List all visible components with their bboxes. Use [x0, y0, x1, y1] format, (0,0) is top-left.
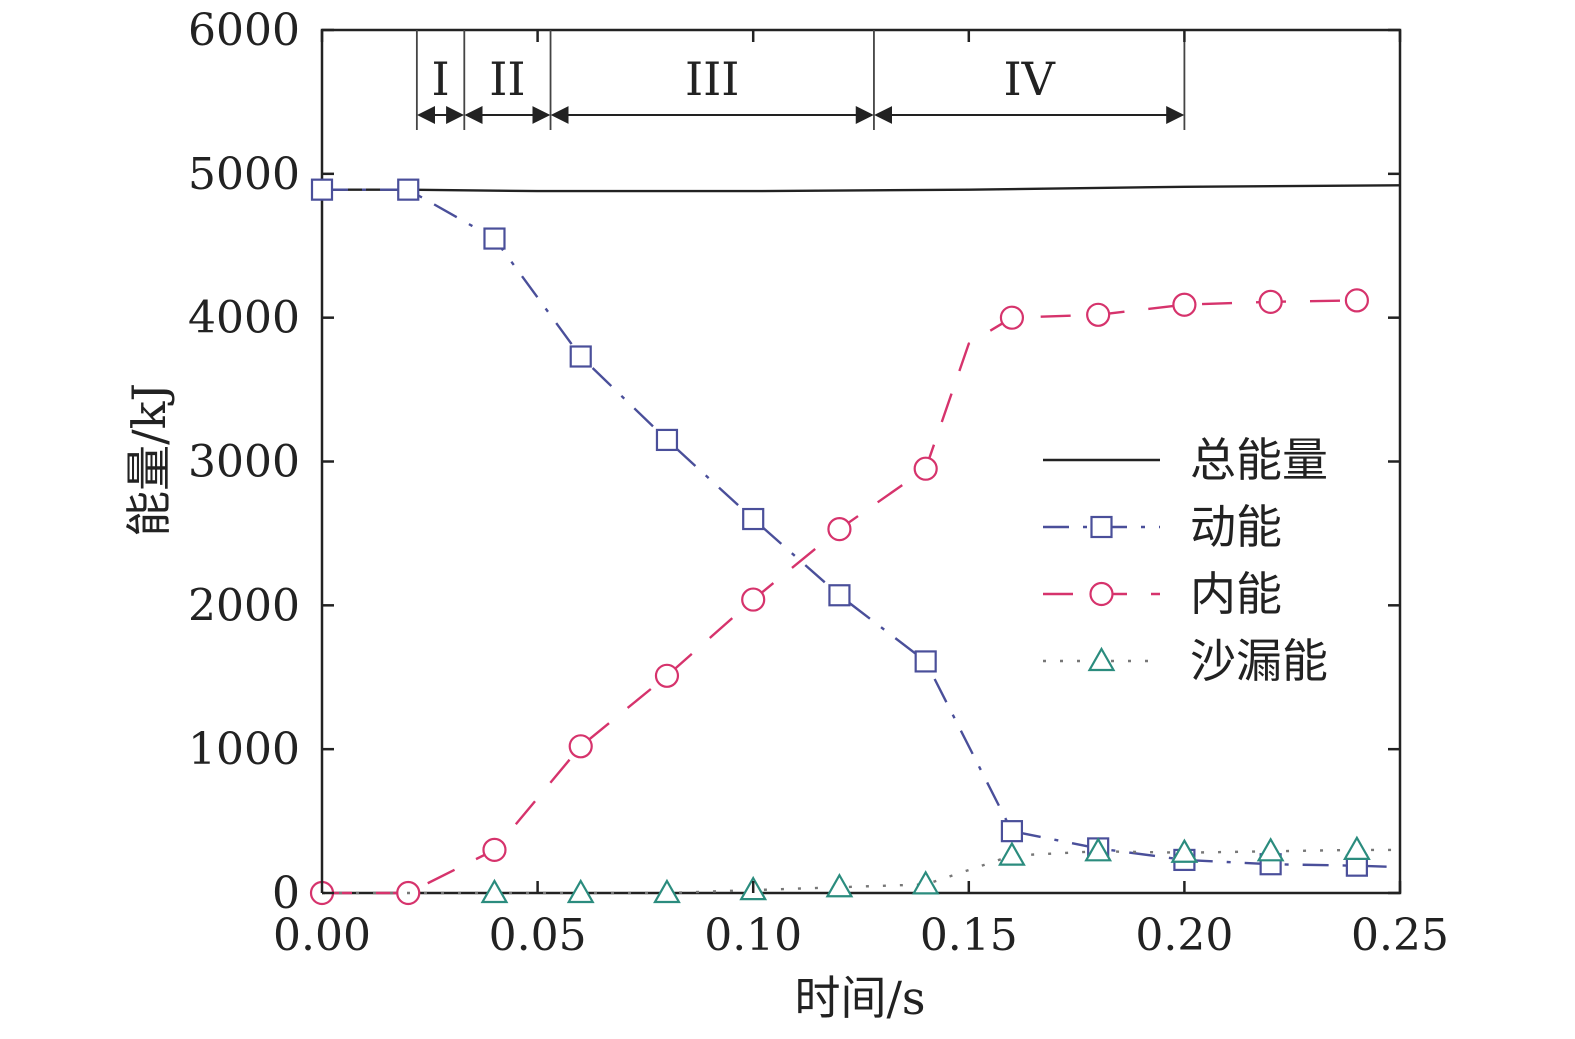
- y-tick-label: 2000: [188, 580, 300, 631]
- data-point: [482, 837, 507, 862]
- series-line: [322, 184, 1401, 193]
- legend-marker: [1087, 646, 1116, 672]
- data-point: [654, 663, 680, 688]
- data-point: [828, 584, 851, 607]
- axes: 0 1000 2000 3000 4000 5000 6000 0.00 0.05 0.10 0.1…: [188, 5, 1449, 961]
- data-point: [569, 345, 592, 368]
- data-point: [1086, 302, 1111, 327]
- data-point: [653, 878, 681, 904]
- data-point: [1344, 288, 1369, 313]
- data-point: [1256, 837, 1285, 862]
- data-point: [913, 456, 938, 481]
- data-point: [568, 734, 593, 759]
- data-point: [914, 650, 937, 673]
- y-tick-label: 1000: [188, 724, 300, 775]
- data-point: [566, 878, 595, 904]
- x-tick-label: 0.05: [489, 910, 587, 961]
- data-point: [742, 507, 765, 531]
- data-point: [397, 178, 420, 201]
- x-tick-label: 0.15: [920, 910, 1018, 961]
- phase-label: III: [685, 52, 740, 106]
- series-3: [322, 835, 1400, 904]
- legend-marker: [1089, 581, 1114, 607]
- data-point: [1170, 838, 1199, 863]
- x-tick-label: 0.20: [1135, 910, 1233, 961]
- data-point: [999, 305, 1025, 330]
- x-axis-title: 时间/s: [794, 971, 925, 1025]
- series-layer: [309, 178, 1401, 906]
- x-tick-label: 0.25: [1351, 910, 1449, 961]
- data-point: [741, 587, 766, 612]
- legend-label: 总能量: [1190, 433, 1328, 487]
- series-1: [310, 178, 1401, 877]
- x-tick-label: 0.00: [273, 910, 371, 961]
- data-point: [655, 428, 679, 452]
- data-point: [1172, 292, 1197, 317]
- data-point: [825, 873, 854, 898]
- data-point: [998, 841, 1026, 866]
- x-tick-label: 0.10: [704, 910, 802, 961]
- y-tick-label: 5000: [188, 149, 300, 200]
- y-tick-label: 3000: [188, 437, 300, 488]
- y-axis-title: 能量/kJ: [122, 383, 176, 537]
- data-point: [480, 878, 509, 904]
- legend-label: 内能: [1190, 567, 1282, 621]
- series-line: [322, 188, 1401, 869]
- series-2: [309, 288, 1369, 906]
- data-point: [1342, 835, 1371, 860]
- phase-label: IV: [1003, 52, 1055, 106]
- legend-marker: [1090, 515, 1113, 539]
- y-tick-label: 4000: [188, 293, 300, 344]
- legend-label: 动能: [1190, 500, 1282, 554]
- phase-label: I: [431, 52, 449, 106]
- data-point: [1258, 289, 1283, 314]
- data-point: [1000, 820, 1024, 843]
- y-tick-label: 0: [272, 868, 300, 919]
- series-line: [322, 299, 1357, 895]
- data-point: [483, 227, 506, 250]
- phase-annotations: I II III IV: [415, 30, 1186, 130]
- data-point: [911, 870, 940, 895]
- data-point: [310, 178, 334, 201]
- data-point: [827, 517, 852, 542]
- y-tick-label: 6000: [188, 5, 300, 56]
- data-point: [1084, 837, 1113, 862]
- series-0: [322, 184, 1401, 193]
- phase-label: II: [489, 52, 525, 106]
- legend-label: 沙漏能: [1190, 634, 1328, 688]
